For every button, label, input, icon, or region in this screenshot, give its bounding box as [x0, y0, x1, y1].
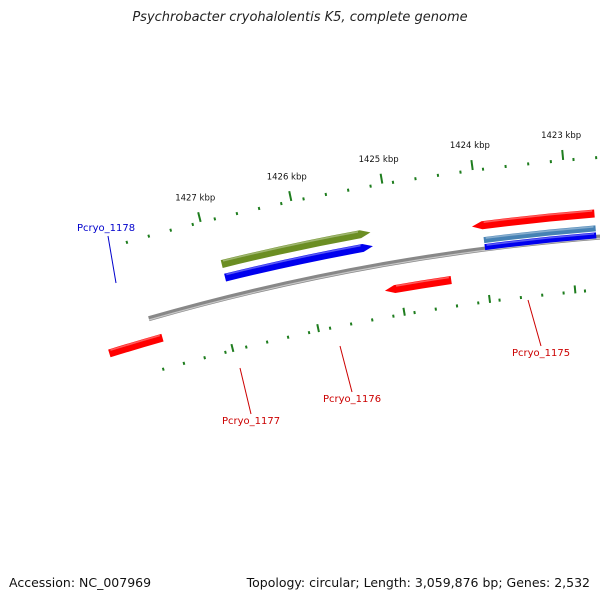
- inner-tick-ring-minor-tick: [161, 367, 165, 371]
- page-title: Psychrobacter cryohalolentis K5, complet…: [132, 10, 468, 25]
- ruler-tick-label: 1425 kbp: [359, 155, 399, 165]
- gene-1178-blue-bar: [224, 244, 373, 282]
- gene-1178-olive-bar: [220, 230, 371, 268]
- inner-tick-ring-minor-tick: [370, 318, 374, 322]
- gene-leader-line: [527, 299, 542, 347]
- inner-tick-ring-minor-tick: [244, 345, 248, 349]
- accession-text: Accession: NC_007969: [9, 575, 152, 590]
- partial-red-bar-highlight: [110, 334, 161, 351]
- gene-1176-steel-bar: [483, 225, 596, 244]
- major-tick-inner: [230, 343, 235, 353]
- major-tick-inner: [488, 294, 492, 304]
- gene-1178-blue-bar-highlight: [226, 244, 361, 276]
- inner-tick-ring-minor-tick: [349, 322, 353, 326]
- gene-label: Pcryo_1178: [77, 223, 135, 234]
- major-tick-inner: [316, 324, 320, 333]
- outer-tick-ring-minor-tick: [279, 201, 283, 206]
- outer-tick-ring-minor-tick: [169, 228, 173, 232]
- inner-tick-ring-minor-tick: [286, 335, 290, 339]
- inner-tick-ring-minor-tick: [224, 350, 227, 355]
- outer-tick-ring-minor-tick: [147, 234, 151, 238]
- major-tick-inner: [402, 307, 406, 316]
- gene-1178-olive-bar-highlight: [222, 231, 359, 262]
- major-tick: [197, 211, 202, 223]
- genome-backbone-highlight: [148, 237, 600, 321]
- outer-tick-ring-minor-tick: [213, 217, 217, 221]
- gene-1176-blue-bar: [484, 232, 597, 251]
- partial-red-bar: [108, 333, 164, 358]
- gene-1176-red-bar: [471, 209, 595, 230]
- gene-label: Pcryo_1175: [512, 348, 570, 359]
- gene-1176-blue-bar-highlight: [486, 232, 595, 246]
- inner-tick-ring-minor-tick: [182, 361, 186, 366]
- inner-tick-ring-minor-tick: [328, 326, 332, 330]
- major-tick: [288, 190, 293, 202]
- outer-tick-ring-minor-tick: [191, 222, 195, 227]
- ruler-tick-label: 1426 kbp: [267, 172, 307, 182]
- ruler-tick-label: 1423 kbp: [541, 131, 581, 141]
- outer-tick-ring-minor-tick: [235, 211, 239, 216]
- gene-leader-line: [239, 367, 252, 415]
- gene-1177-red-bar: [384, 276, 452, 293]
- ruler-tick-label: 1427 kbp: [175, 194, 215, 204]
- gene-1176-red-bar-highlight: [483, 210, 593, 224]
- topology-text: Topology: circular; Length: 3,059,876 bp…: [246, 575, 590, 590]
- inner-tick-ring-minor-tick: [203, 356, 207, 360]
- outer-tick-ring-minor-tick: [257, 206, 261, 211]
- outer-tick-ring-minor-tick: [302, 197, 305, 201]
- inner-tick-ring-minor-tick: [307, 330, 311, 335]
- inner-tick-ring-minor-tick: [392, 314, 395, 318]
- inner-tick-ring-minor-tick: [265, 340, 269, 344]
- outer-tick-ring-minor-tick: [125, 240, 129, 245]
- outer-tick-ring-minor-tick: [369, 184, 372, 188]
- major-tick: [561, 149, 565, 161]
- major-tick: [470, 159, 474, 171]
- outer-tick-ring-minor-tick: [324, 192, 328, 197]
- gene-1177-red-bar-highlight: [395, 276, 449, 287]
- genome-backbone: [148, 234, 600, 322]
- gene-leader-line: [339, 345, 353, 393]
- ruler-tick-label: 1424 kbp: [450, 141, 490, 151]
- gene-label: Pcryo_1177: [222, 416, 280, 427]
- major-tick-inner: [573, 285, 577, 294]
- gene-1176-steel-bar-highlight: [485, 225, 594, 239]
- major-tick: [379, 173, 384, 184]
- gene-leader-line: [107, 235, 117, 284]
- outer-tick-ring-minor-tick: [346, 188, 350, 192]
- gene-label: Pcryo_1176: [323, 394, 381, 405]
